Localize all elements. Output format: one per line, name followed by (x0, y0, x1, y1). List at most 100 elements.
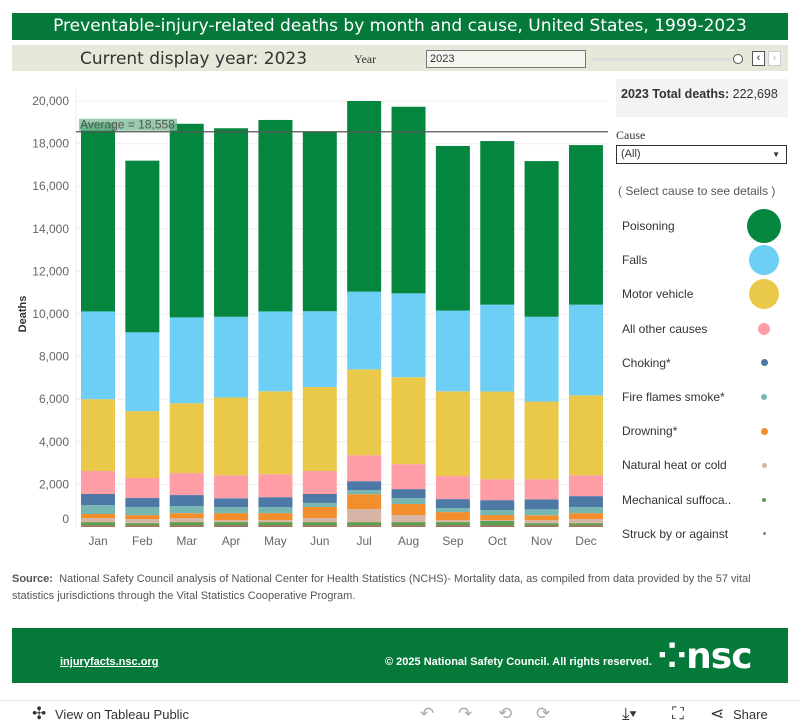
bar-segment-fire-flames-smoke-[interactable] (81, 505, 115, 515)
bar-segment-all-other-causes[interactable] (169, 473, 204, 496)
injuryfacts-link[interactable]: injuryfacts.nsc.org (60, 656, 159, 668)
bar-segment-choking-[interactable] (391, 489, 426, 499)
bar-segment-motor-vehicle[interactable] (568, 395, 603, 476)
bar-segment-poisoning[interactable] (435, 145, 470, 311)
bar-segment-mechanical-suffoca-[interactable] (302, 522, 337, 526)
bar-segment-struck-by-or-against[interactable] (480, 525, 515, 527)
bar-segment-motor-vehicle[interactable] (302, 387, 337, 471)
bar-segment-struck-by-or-against[interactable] (81, 525, 115, 527)
bar-segment-choking-[interactable] (435, 499, 470, 509)
bar-segment-choking-[interactable] (568, 496, 603, 508)
bar-segment-natural-heat-or-cold[interactable] (125, 519, 160, 524)
bar-segment-choking-[interactable] (524, 499, 559, 510)
bar-segment-natural-heat-or-cold[interactable] (435, 520, 470, 523)
bar-segment-drowning-[interactable] (214, 513, 249, 521)
bar-segment-fire-flames-smoke-[interactable] (568, 507, 603, 514)
bar-segment-fire-flames-smoke-[interactable] (169, 506, 204, 514)
bar-segment-struck-by-or-against[interactable] (258, 525, 293, 527)
bar-segment-falls[interactable] (391, 293, 426, 378)
bar-segment-motor-vehicle[interactable] (125, 411, 160, 479)
bar-segment-poisoning[interactable] (568, 145, 603, 305)
bar-segment-falls[interactable] (125, 332, 160, 412)
bar-segment-natural-heat-or-cold[interactable] (347, 509, 382, 523)
bar-segment-poisoning[interactable] (347, 101, 382, 292)
bar-segment-struck-by-or-against[interactable] (391, 525, 426, 527)
next-year-button[interactable]: › (768, 51, 781, 66)
bar-segment-struck-by-or-against[interactable] (435, 525, 470, 527)
bar-segment-natural-heat-or-cold[interactable] (524, 520, 559, 524)
bar-segment-struck-by-or-against[interactable] (214, 525, 249, 527)
bar-segment-mechanical-suffoca-[interactable] (524, 523, 559, 526)
bar-segment-mechanical-suffoca-[interactable] (258, 522, 293, 526)
bar-segment-motor-vehicle[interactable] (169, 403, 204, 474)
redo-icon[interactable]: ↷ (458, 704, 473, 723)
legend-item[interactable]: Poisoning (622, 209, 792, 243)
bar-segment-poisoning[interactable] (524, 161, 559, 317)
bar-segment-falls[interactable] (524, 316, 559, 402)
bar-segment-natural-heat-or-cold[interactable] (391, 515, 426, 523)
bar-segment-drowning-[interactable] (480, 515, 515, 520)
bar-segment-natural-heat-or-cold[interactable] (81, 518, 115, 523)
bar-segment-natural-heat-or-cold[interactable] (302, 518, 337, 523)
bar-segment-motor-vehicle[interactable] (258, 391, 293, 475)
bar-segment-natural-heat-or-cold[interactable] (480, 519, 515, 522)
bar-segment-all-other-causes[interactable] (214, 475, 249, 499)
bar-segment-fire-flames-smoke-[interactable] (214, 507, 249, 514)
bar-segment-mechanical-suffoca-[interactable] (568, 523, 603, 526)
bar-segment-struck-by-or-against[interactable] (302, 525, 337, 527)
bar-segment-all-other-causes[interactable] (524, 479, 559, 500)
bar-segment-motor-vehicle[interactable] (81, 399, 115, 471)
bar-segment-falls[interactable] (258, 311, 293, 392)
bar-segment-fire-flames-smoke-[interactable] (435, 508, 470, 513)
bar-segment-poisoning[interactable] (391, 106, 426, 294)
year-slider-track[interactable] (592, 58, 738, 61)
legend-item[interactable]: Drowning* (622, 421, 792, 441)
bar-segment-all-other-causes[interactable] (125, 478, 160, 499)
bar-segment-choking-[interactable] (347, 481, 382, 491)
bar-segment-falls[interactable] (347, 291, 382, 370)
bar-segment-drowning-[interactable] (169, 513, 204, 519)
bar-segment-poisoning[interactable] (480, 141, 515, 305)
bar-segment-struck-by-or-against[interactable] (125, 525, 160, 527)
cause-dropdown[interactable]: (All) ▼ (616, 145, 787, 164)
bar-segment-mechanical-suffoca-[interactable] (480, 521, 515, 526)
bar-segment-falls[interactable] (302, 311, 337, 388)
bar-segment-natural-heat-or-cold[interactable] (169, 518, 204, 523)
bar-segment-motor-vehicle[interactable] (347, 369, 382, 456)
bar-segment-struck-by-or-against[interactable] (568, 525, 603, 527)
legend-item[interactable]: Natural heat or cold (622, 455, 792, 475)
bar-segment-drowning-[interactable] (524, 515, 559, 521)
bar-segment-drowning-[interactable] (125, 515, 160, 520)
bar-segment-mechanical-suffoca-[interactable] (435, 522, 470, 526)
bar-segment-drowning-[interactable] (258, 513, 293, 521)
bar-segment-poisoning[interactable] (302, 131, 337, 312)
bar-segment-all-other-causes[interactable] (258, 474, 293, 498)
bar-segment-all-other-causes[interactable] (480, 479, 515, 501)
legend-item[interactable]: All other causes (622, 319, 792, 339)
bar-segment-struck-by-or-against[interactable] (347, 525, 382, 527)
bar-segment-choking-[interactable] (169, 495, 204, 507)
refresh-icon[interactable]: ⟳ (536, 704, 551, 723)
legend-item[interactable]: Mechanical suffoca.. (622, 490, 792, 510)
bar-segment-fire-flames-smoke-[interactable] (302, 502, 337, 507)
bar-segment-drowning-[interactable] (302, 506, 337, 519)
bar-segment-fire-flames-smoke-[interactable] (125, 506, 160, 516)
share-button[interactable]: Share (733, 707, 768, 722)
bar-segment-mechanical-suffoca-[interactable] (347, 522, 382, 526)
bar-segment-mechanical-suffoca-[interactable] (81, 522, 115, 526)
share-icon[interactable]: ⋖ (710, 704, 725, 723)
legend-item[interactable]: Falls (622, 245, 792, 276)
bar-segment-mechanical-suffoca-[interactable] (125, 523, 160, 526)
bar-segment-poisoning[interactable] (258, 119, 293, 312)
bar-segment-fire-flames-smoke-[interactable] (391, 498, 426, 504)
bar-segment-poisoning[interactable] (169, 123, 204, 318)
bar-segment-drowning-[interactable] (347, 494, 382, 510)
bar-segment-fire-flames-smoke-[interactable] (524, 509, 559, 516)
bar-segment-mechanical-suffoca-[interactable] (391, 522, 426, 526)
bar-segment-poisoning[interactable] (214, 128, 249, 317)
download-icon[interactable]: ⤓▾ (622, 704, 637, 723)
bar-segment-all-other-causes[interactable] (302, 470, 337, 494)
bar-segment-choking-[interactable] (258, 497, 293, 508)
bar-segment-choking-[interactable] (302, 493, 337, 503)
bar-segment-motor-vehicle[interactable] (524, 401, 559, 480)
